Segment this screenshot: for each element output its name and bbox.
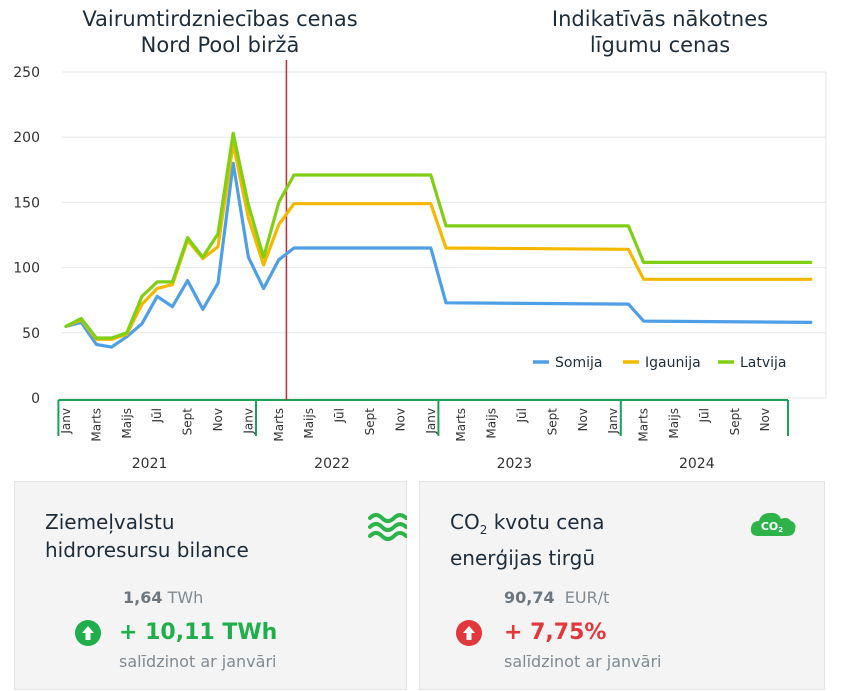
up-arrow-icon — [456, 620, 482, 646]
series-line-latvija — [64, 131, 813, 340]
hydro-value: 1,64 TWh — [123, 588, 203, 607]
chart-title-right-line1: Indikatīvās nākotnes — [551, 7, 769, 31]
co2-card-title-prefix: CO — [450, 510, 480, 534]
legend-label: Latvija — [740, 355, 787, 371]
hydro-value-number: 1,64 — [123, 588, 163, 607]
x-tick-label: Maijs — [485, 408, 499, 439]
co2-icon-text: CO — [761, 520, 778, 533]
x-tick-label: Marts — [637, 408, 651, 442]
hydro-card-title-line2: hidroresursu bilance — [45, 538, 249, 562]
price-chart: Vairumtirdzniecības cenas Nord Pool birž… — [13, 6, 827, 472]
co2-value-number: 90,74 — [504, 588, 555, 607]
y-tick-label: 200 — [13, 130, 40, 146]
chart-title-left: Vairumtirdzniecības cenas Nord Pool birž… — [70, 6, 370, 58]
x-tick-label: Janv — [606, 408, 620, 435]
year-label: 2024 — [679, 456, 715, 472]
indicator-cards: Ziemeļvalstu hidroresursu bilance 1,64 T… — [14, 481, 825, 690]
co2-icon-sub: 2 — [778, 526, 783, 534]
y-tick-label: 0 — [31, 391, 40, 407]
co2-change: + 7,75% — [504, 620, 607, 645]
co2-value: 90,74 EUR/t — [504, 588, 609, 607]
legend-label: Igaunija — [645, 355, 701, 371]
hydro-balance-card: Ziemeļvalstu hidroresursu bilance 1,64 T… — [14, 481, 407, 690]
y-tick-label: 150 — [13, 195, 40, 211]
x-tick-label: Sept — [363, 408, 377, 436]
x-tick-label: Nov — [758, 408, 772, 431]
x-tick-label: Nov — [576, 408, 590, 431]
hydro-change: + 10,11 TWh — [119, 620, 278, 645]
hydro-value-unit: TWh — [162, 588, 204, 607]
legend-label: Somija — [555, 355, 602, 371]
co2-cloud-icon: CO2 — [748, 508, 798, 542]
x-tick-label: Marts — [272, 408, 286, 442]
co2-card-title-sub: 2 — [479, 523, 488, 537]
hydro-card-title-line1: Ziemeļvalstu — [45, 510, 175, 534]
x-tick-label: Marts — [89, 408, 103, 442]
co2-card-title-line1: CO2 kvotu cena — [450, 508, 604, 544]
y-tick-label: 250 — [13, 65, 40, 81]
x-tick-label: Jūl — [697, 408, 711, 423]
x-tick-label: Sept — [181, 408, 195, 436]
x-tick-label: Jūl — [515, 408, 529, 423]
chart-plot: 0 50 100 150 200 250 Janv Marts Maijs Jūl Sept Nov J… — [13, 60, 827, 472]
x-tick-label: Sept — [545, 408, 559, 436]
co2-price-card: CO2 kvotu cena enerģijas tirgū CO2 90,74… — [419, 481, 825, 690]
x-tick-label: Janv — [241, 408, 255, 435]
series-line-somija — [64, 161, 813, 349]
co2-note: salīdzinot ar janvāri — [504, 652, 662, 671]
up-arrow-icon — [75, 620, 101, 646]
y-tick-label: 100 — [13, 261, 40, 277]
x-tick-label: Marts — [454, 408, 468, 442]
x-tick-label: Maijs — [302, 408, 316, 439]
year-label: 2021 — [132, 456, 168, 472]
x-tick-label: Sept — [728, 408, 742, 436]
chart-title-right: Indikatīvās nākotnes līgumu cenas — [510, 6, 810, 58]
year-label: 2023 — [497, 456, 533, 472]
x-tick-label: Janv — [59, 408, 73, 435]
x-tick-label: Nov — [393, 408, 407, 431]
co2-card-title-rest: kvotu cena — [487, 510, 605, 534]
hydro-note: salīdzinot ar janvāri — [119, 652, 277, 671]
co2-card-title-line2: enerģijas tirgū — [450, 546, 595, 570]
x-tick-label: Janv — [424, 408, 438, 435]
co2-value-unit: EUR/t — [554, 588, 610, 607]
x-tick-label: Maijs — [120, 408, 134, 439]
waves-icon — [367, 510, 407, 544]
hydro-card-title: Ziemeļvalstu hidroresursu bilance — [45, 508, 249, 564]
chart-title-left-line2: Nord Pool biržā — [140, 33, 300, 57]
chart-title-right-line2: līgumu cenas — [589, 33, 731, 57]
x-tick-label: Jūl — [333, 408, 347, 423]
x-tick-label: Jūl — [150, 408, 164, 423]
x-tick-label: Maijs — [667, 408, 681, 439]
y-tick-label: 50 — [22, 326, 40, 342]
series-line-igaunija — [64, 142, 813, 341]
year-label: 2022 — [314, 456, 350, 472]
x-tick-label: Nov — [211, 408, 225, 431]
svg-text:CO2: CO2 — [761, 520, 783, 534]
co2-card-title: CO2 kvotu cena enerģijas tirgū — [450, 508, 604, 572]
chart-title-left-line1: Vairumtirdzniecības cenas — [82, 7, 358, 31]
